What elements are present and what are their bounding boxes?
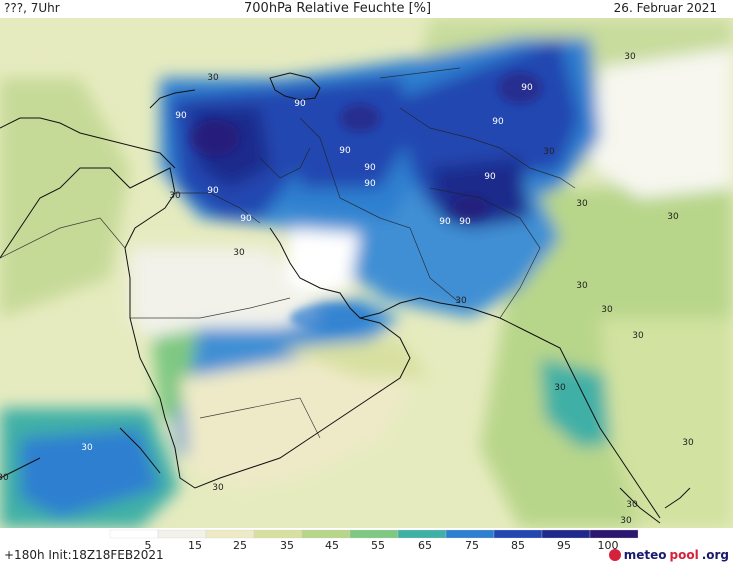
contour-label: 90 bbox=[240, 214, 252, 224]
contour-label: 30 bbox=[632, 331, 644, 341]
contour-label: 30 bbox=[682, 438, 694, 448]
contour-label: 90 bbox=[459, 217, 471, 227]
contour-label: 30 bbox=[455, 296, 467, 306]
colorbar-tick-label: 5 bbox=[144, 539, 152, 552]
colorbar-swatch bbox=[541, 529, 591, 539]
colorbar-tick-label: 45 bbox=[325, 539, 339, 552]
contour-label: 30 bbox=[169, 191, 181, 201]
colorbar-tick-label: 65 bbox=[418, 539, 432, 552]
map-title: 700hPa Relative Feuchte [%] bbox=[244, 1, 432, 16]
colorbar-tick-label: 85 bbox=[511, 539, 525, 552]
contour-label: 30 bbox=[626, 500, 638, 510]
contour-label: 30 bbox=[0, 473, 9, 483]
colorbar-swatch bbox=[397, 529, 447, 539]
contour-label: 90 bbox=[175, 111, 187, 121]
contour-label: 30 bbox=[543, 147, 555, 157]
colorbar-swatch bbox=[109, 529, 159, 539]
contour-label: 30 bbox=[601, 305, 613, 315]
logo-text-org: .org bbox=[701, 548, 729, 562]
contour-label: 90 bbox=[207, 186, 219, 196]
contour-label: 30 bbox=[554, 383, 566, 393]
logo-text-pool: pool bbox=[669, 548, 699, 562]
contour-label: 30 bbox=[576, 199, 588, 209]
logo-text-meteo: meteo bbox=[623, 548, 667, 562]
coastlines bbox=[0, 72, 691, 524]
borders bbox=[0, 67, 576, 439]
contour-label: 90 bbox=[521, 83, 533, 93]
contour-labels: 30 90 90 90 90 90 90 90 90 90 90 90 90 3… bbox=[0, 52, 694, 526]
colorbar-swatch bbox=[301, 529, 351, 539]
map-header: ???, 7Uhr 700hPa Relative Feuchte [%] 26… bbox=[0, 0, 733, 18]
colorbar-tick-label: 35 bbox=[280, 539, 294, 552]
contour-label: 90 bbox=[439, 217, 451, 227]
colorbar-tick-label: 15 bbox=[188, 539, 202, 552]
colorbar-tick-label: 95 bbox=[557, 539, 571, 552]
contour-label: 30 bbox=[212, 483, 224, 493]
colorbar-swatch bbox=[589, 529, 639, 539]
meteopool-logo-icon bbox=[608, 549, 621, 561]
colorbar-swatch bbox=[445, 529, 495, 539]
colorbar-swatch bbox=[157, 529, 207, 539]
contour-label: 90 bbox=[492, 117, 504, 127]
contour-label: 30 bbox=[207, 73, 219, 83]
colorbar-tick-label: 100 bbox=[597, 539, 619, 552]
meteopool-logo[interactable]: meteo pool .org bbox=[608, 548, 729, 562]
colorbar-tick-label: 55 bbox=[371, 539, 385, 552]
contour-label: 90 bbox=[364, 179, 376, 189]
colorbar-swatch bbox=[253, 529, 303, 539]
colorbar-swatch bbox=[349, 529, 399, 539]
contour-label: 30 bbox=[620, 516, 632, 526]
contour-label: 30 bbox=[576, 281, 588, 291]
forecast-time: ???, 7Uhr bbox=[4, 1, 60, 15]
colorbar-swatch bbox=[493, 529, 543, 539]
colorbar bbox=[109, 529, 639, 539]
contour-label: 90 bbox=[364, 163, 376, 173]
humidity-field bbox=[0, 18, 733, 528]
contour-label: 30 bbox=[624, 52, 636, 62]
colorbar-swatch bbox=[205, 529, 255, 539]
contour-label: 90 bbox=[294, 99, 306, 109]
colorbar-tick-label: 75 bbox=[465, 539, 479, 552]
humidity-map: 30 90 90 90 90 90 90 90 90 90 90 90 90 3… bbox=[0, 18, 733, 528]
contour-label: 30 bbox=[667, 212, 679, 222]
contour-label: 90 bbox=[484, 172, 496, 182]
humidity-field-detail bbox=[190, 72, 542, 332]
contour-label: 90 bbox=[339, 146, 351, 156]
contour-label: 30 bbox=[81, 443, 93, 453]
forecast-date: 26. Februar 2021 bbox=[613, 1, 717, 15]
contour-label: 30 bbox=[233, 248, 245, 258]
model-run-info: +180h Init:18Z18FEB2021 bbox=[4, 548, 164, 562]
colorbar-tick-label: 25 bbox=[233, 539, 247, 552]
